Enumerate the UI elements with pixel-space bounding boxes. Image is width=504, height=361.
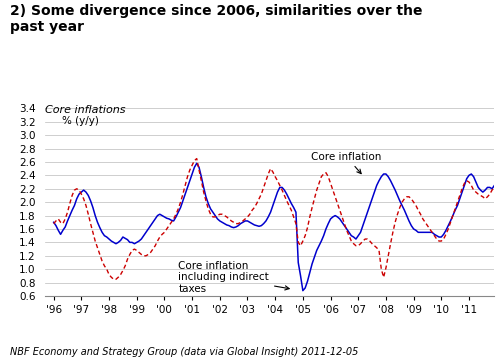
Text: NBF Economy and Strategy Group (data via Global Insight) 2011-12-05: NBF Economy and Strategy Group (data via…	[10, 347, 358, 357]
Text: % (y/y): % (y/y)	[62, 116, 99, 126]
Text: 2) Some divergence since 2006, similarities over the
past year: 2) Some divergence since 2006, similarit…	[10, 4, 422, 34]
Text: Core inflations: Core inflations	[45, 105, 126, 115]
Text: Core inflation: Core inflation	[311, 152, 382, 174]
Text: Core inflation
including indirect
taxes: Core inflation including indirect taxes	[178, 261, 289, 294]
